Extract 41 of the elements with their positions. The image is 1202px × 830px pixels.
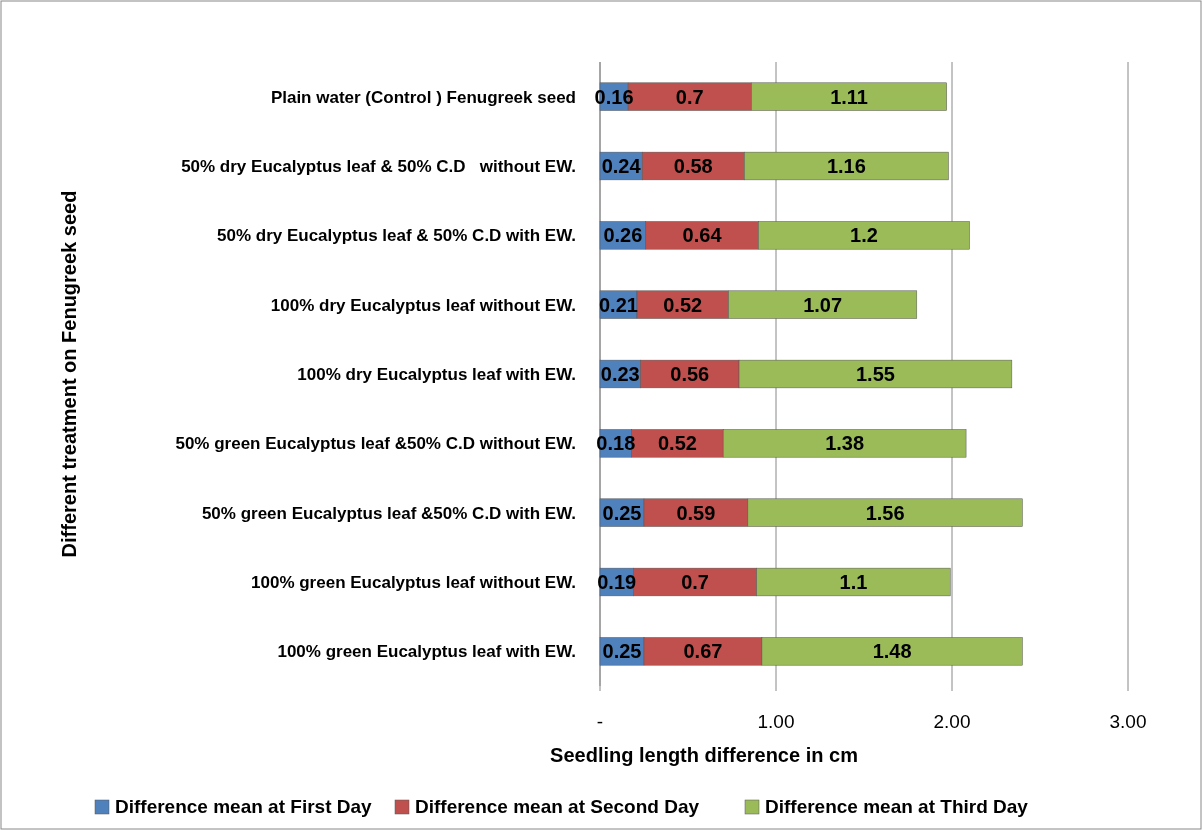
data-label: 1.2 xyxy=(850,224,878,247)
x-axis-title: Seedling length difference in cm xyxy=(550,744,858,766)
data-label: 0.24 xyxy=(601,155,642,177)
data-label: 0.52 xyxy=(663,293,703,316)
data-label: 1.07 xyxy=(803,293,843,316)
data-label: 1.11 xyxy=(830,85,868,108)
legend-label: Difference mean at Third Day xyxy=(765,796,1029,817)
legend-label: Difference mean at Second Day xyxy=(415,796,700,817)
data-label: 1.16 xyxy=(826,155,866,177)
y-tick-label: 50% green Eucalyptus leaf &50% C.D with EW. xyxy=(201,503,576,523)
data-label: 0.56 xyxy=(670,363,710,385)
x-tick-label: 2.00 xyxy=(933,711,971,732)
x-tick-label: 3.00 xyxy=(1109,711,1147,732)
data-label: 0.26 xyxy=(603,224,643,247)
data-label: 0.67 xyxy=(683,640,723,663)
data-label: 0.7 xyxy=(681,571,709,593)
legend-label: Difference mean at First Day xyxy=(115,796,373,817)
y-tick-label: 50% green Eucalyptus leaf &50% C.D without EW. xyxy=(175,434,576,454)
data-label: 1.56 xyxy=(865,501,905,524)
data-label: 0.25 xyxy=(602,501,642,524)
y-tick-label: 100% dry Eucalyptus leaf with EW. xyxy=(297,364,576,384)
x-tick-label: 1.00 xyxy=(757,711,795,732)
y-tick-label: 50% dry Eucalyptus leaf & 50% C.D with EW. xyxy=(217,226,576,246)
y-tick-label: Plain water (Control ) Fenugreek seed xyxy=(270,87,576,107)
data-label: 0.64 xyxy=(682,224,723,247)
data-label: 0.23 xyxy=(600,363,640,385)
y-tick-label: 100% dry Eucalyptus leaf without EW. xyxy=(270,295,576,315)
y-tick-label: 100% green Eucalyptus leaf with EW. xyxy=(277,642,576,662)
data-label: 1.55 xyxy=(855,363,895,385)
data-label: 0.59 xyxy=(676,501,716,524)
data-label: 1.1 xyxy=(839,571,868,593)
y-axis-title: Different treatment on Fenugreek seed xyxy=(58,190,80,558)
y-tick-label: 50% dry Eucalyptus leaf & 50% C.D without EW. xyxy=(181,156,576,176)
data-label: 0.25 xyxy=(602,640,642,663)
data-label: 0.7 xyxy=(675,85,704,108)
data-label: 0.58 xyxy=(673,155,713,177)
x-tick-label: - xyxy=(596,711,604,732)
data-label: 1.38 xyxy=(825,432,865,455)
y-tick-label: 100% green Eucalyptus leaf without EW. xyxy=(251,572,576,592)
data-label: 0.52 xyxy=(657,432,697,455)
data-label: 1.48 xyxy=(872,640,912,663)
